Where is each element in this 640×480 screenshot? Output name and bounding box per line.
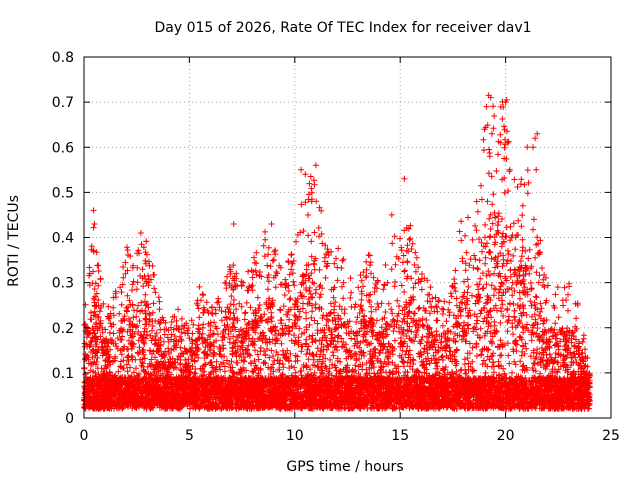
y-tick-label: 0.5 [52,185,74,201]
roti-point-markers [81,92,593,412]
y-axis-label: ROTI / TECUs [6,195,22,287]
x-tick-label: 15 [391,428,409,444]
axis-ticks: 0 5 10 15 20 25 0 0.1 0.2 0.3 0.4 0.5 0.6 0.7 0.8 [52,50,620,444]
y-tick-label: 0.3 [52,276,74,292]
y-tick-label: 0.4 [52,231,74,247]
x-axis-label: GPS time / hours [286,459,403,475]
data-points [81,92,593,412]
y-tick-label: 0 [65,411,74,427]
x-tick-label: 25 [602,428,620,444]
y-tick-label: 0.2 [52,321,74,337]
x-tick-label: 10 [286,428,304,444]
y-tick-label: 0.6 [52,140,74,156]
x-tick-label: 5 [185,428,194,444]
y-tick-label: 0.8 [52,50,74,66]
y-tick-label: 0.1 [52,366,74,382]
x-tick-label: 0 [80,428,89,444]
chart-title: Day 015 of 2026, Rate Of TEC Index for r… [154,20,531,36]
y-tick-label: 0.7 [52,95,74,111]
x-tick-label: 20 [497,428,515,444]
